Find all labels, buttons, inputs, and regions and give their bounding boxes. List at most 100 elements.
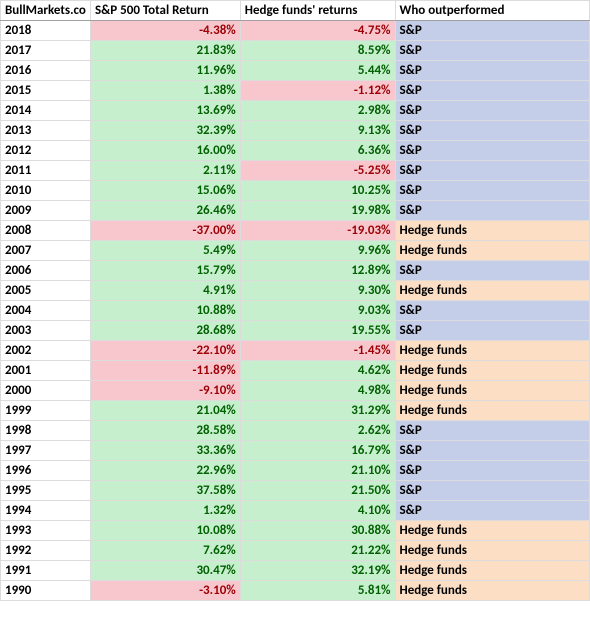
who-cell: Hedge funds [395,241,589,261]
table-row: 200328.68%19.55%S&P [1,321,590,341]
who-cell: S&P [395,481,589,501]
hf-return-cell: 4.62% [240,361,395,381]
sp-return-cell: 16.00% [90,141,240,161]
year-cell: 2005 [1,281,91,301]
table-row: 2001-11.89%4.62%Hedge funds [1,361,590,381]
year-cell: 2012 [1,141,91,161]
hf-return-cell: 19.98% [240,201,395,221]
table-row: 201413.69%2.98%S&P [1,101,590,121]
sp-return-cell: 15.79% [90,261,240,281]
table-row: 200926.46%19.98%S&P [1,201,590,221]
sp-return-cell: 30.47% [90,561,240,581]
sp-return-cell: 15.06% [90,181,240,201]
who-cell: Hedge funds [395,381,589,401]
table-row: 2000-9.10%4.98%Hedge funds [1,381,590,401]
who-cell: Hedge funds [395,561,589,581]
year-cell: 2003 [1,321,91,341]
who-header: Who outperformed [395,1,589,21]
year-cell: 2000 [1,381,91,401]
year-cell: 2013 [1,121,91,141]
table-row: 20054.91%9.30%Hedge funds [1,281,590,301]
sp-return-cell: -4.38% [90,21,240,41]
year-cell: 2006 [1,261,91,281]
year-cell: 2007 [1,241,91,261]
sp-return-cell: 21.83% [90,41,240,61]
year-cell: 2009 [1,201,91,221]
sp-return-cell: -37.00% [90,221,240,241]
year-cell: 1996 [1,461,91,481]
hf-return-cell: 21.22% [240,541,395,561]
sp-return-cell: 13.69% [90,101,240,121]
hf-return-cell: 9.03% [240,301,395,321]
table-row: 199310.08%30.88%Hedge funds [1,521,590,541]
who-cell: S&P [395,81,589,101]
who-cell: S&P [395,161,589,181]
who-cell: Hedge funds [395,581,589,601]
hf-return-cell: 9.96% [240,241,395,261]
year-cell: 1992 [1,541,91,561]
sp-return-cell: 5.49% [90,241,240,261]
table-row: 2018-4.38%-4.75%S&P [1,21,590,41]
who-cell: S&P [395,181,589,201]
hf-return-cell: 2.98% [240,101,395,121]
sp-return-cell: -9.10% [90,381,240,401]
year-cell: 2014 [1,101,91,121]
header-row: BullMarkets.co S&P 500 Total Return Hedg… [1,1,590,21]
year-cell: 2016 [1,61,91,81]
hf-return-cell: 21.10% [240,461,395,481]
sp-return-cell: -3.10% [90,581,240,601]
hf-return-cell: -1.12% [240,81,395,101]
who-cell: S&P [395,321,589,341]
who-cell: Hedge funds [395,401,589,421]
who-cell: S&P [395,461,589,481]
who-cell: Hedge funds [395,541,589,561]
who-cell: S&P [395,21,589,41]
table-row: 200410.88%9.03%S&P [1,301,590,321]
year-cell: 2017 [1,41,91,61]
sp-return-cell: 2.11% [90,161,240,181]
sp-return-cell: 4.91% [90,281,240,301]
sp-return-cell: 28.68% [90,321,240,341]
hf-return-cell: -5.25% [240,161,395,181]
table-row: 199130.47%32.19%Hedge funds [1,561,590,581]
sp-return-cell: -22.10% [90,341,240,361]
who-cell: S&P [395,421,589,441]
year-cell: 1997 [1,441,91,461]
returns-table: BullMarkets.co S&P 500 Total Return Hedg… [0,0,590,601]
who-cell: S&P [395,201,589,221]
hf-header: Hedge funds' returns [240,1,395,21]
who-cell: Hedge funds [395,341,589,361]
hf-return-cell: -4.75% [240,21,395,41]
table-row: 199733.36%16.79%S&P [1,441,590,461]
hf-return-cell: 30.88% [240,521,395,541]
sp-return-cell: 1.38% [90,81,240,101]
sp-return-cell: 7.62% [90,541,240,561]
sp-return-cell: 21.04% [90,401,240,421]
hf-return-cell: 6.36% [240,141,395,161]
table-row: 1990-3.10%5.81%Hedge funds [1,581,590,601]
year-cell: 1993 [1,521,91,541]
sp-return-cell: 33.36% [90,441,240,461]
sp-return-cell: 1.32% [90,501,240,521]
table-row: 2008-37.00%-19.03%Hedge funds [1,221,590,241]
table-row: 199921.04%31.29%Hedge funds [1,401,590,421]
year-cell: 2018 [1,21,91,41]
who-cell: S&P [395,61,589,81]
sp-return-cell: 28.58% [90,421,240,441]
who-cell: S&P [395,441,589,461]
table-row: 20075.49%9.96%Hedge funds [1,241,590,261]
who-cell: Hedge funds [395,361,589,381]
table-row: 199537.58%21.50%S&P [1,481,590,501]
table-row: 201721.83%8.59%S&P [1,41,590,61]
hf-return-cell: 19.55% [240,321,395,341]
year-cell: 2004 [1,301,91,321]
sp-return-cell: 32.39% [90,121,240,141]
year-cell: 2008 [1,221,91,241]
sp-return-cell: 22.96% [90,461,240,481]
hf-return-cell: 9.30% [240,281,395,301]
hf-return-cell: 21.50% [240,481,395,501]
year-cell: 2015 [1,81,91,101]
hf-return-cell: 2.62% [240,421,395,441]
hf-return-cell: 12.89% [240,261,395,281]
sp-return-cell: 10.08% [90,521,240,541]
